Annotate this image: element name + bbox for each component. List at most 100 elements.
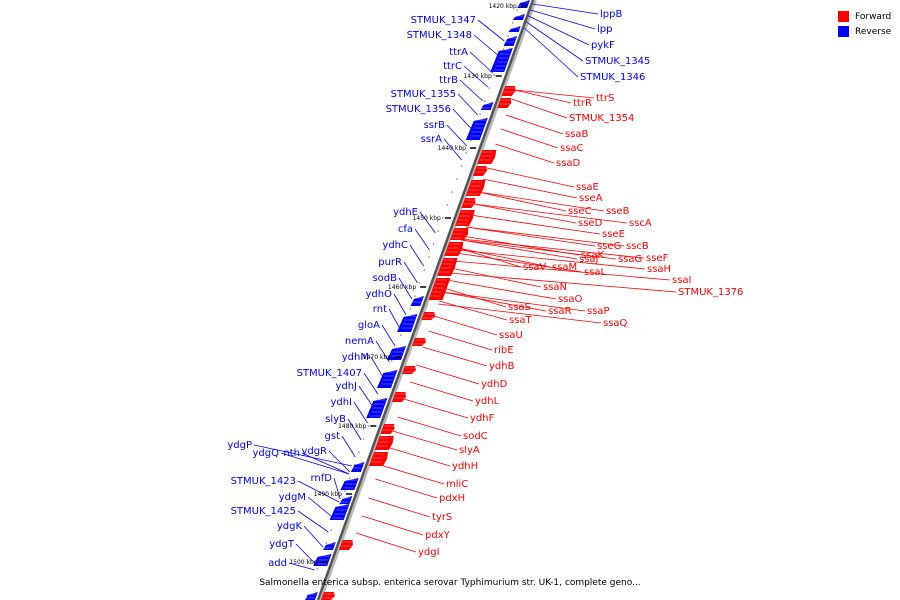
leader-line [438,303,602,324]
gene-label: STMUK_1356 [386,104,451,115]
reverse-feature-block [410,296,424,306]
forward-feature-block [391,392,406,402]
gene-label: STMUK_1423 [231,476,296,487]
backbone-dot [507,35,509,37]
gene-label: ssaB [565,129,589,140]
leader-line [477,19,505,42]
gene-label: ydhL [475,396,500,407]
forward-feature-block [461,198,476,208]
backbone-dot [484,100,486,102]
gene-label: ydgM [279,492,306,503]
gene-label: add [268,558,287,569]
forward-feature-block [374,436,394,450]
leader-line [355,532,417,553]
gene-label: ribE [494,345,514,356]
gene-label: ssaP [587,306,610,317]
gene-label: STMUK_1355 [391,89,456,100]
gene-label: STMUK_1345 [585,56,650,67]
legend-reverse-label: Reverse [855,26,892,37]
leader-line [347,418,362,441]
leader-line [473,203,628,224]
backbone-dot [451,191,454,193]
reverse-feature-block [465,118,488,140]
leader-line [368,497,431,518]
legend-forward-label: Forward [855,11,892,22]
gene-label: STMUK_1425 [231,506,296,517]
leader-line [473,34,500,57]
leader-line [450,267,542,288]
gene-label: sodB [372,273,397,284]
gene-label: ttrR [573,98,592,109]
forward-swatch [838,11,849,22]
backbone-dot [330,529,332,531]
leader-line [473,203,577,224]
leader-line [456,252,583,273]
leader-line [514,89,572,104]
gene-label: rnfD [311,473,333,484]
kbp-tick-label: 1500 kbp [289,559,317,566]
gene-label: ttrB [439,75,458,86]
gene-label: nth [283,448,300,459]
leader-line [528,15,590,46]
leader-line [341,435,356,458]
leader-line [460,239,617,260]
leader-line [442,291,586,312]
leader-line [458,247,522,268]
forward-feature-block [369,452,389,466]
backbone-dot [516,9,519,11]
gene-label: ssaG [618,254,642,265]
legend-forward: Forward [838,9,891,24]
backbone-dot [311,581,314,583]
gene-label: sseC [568,206,592,217]
leader-line [457,249,646,270]
gene-label: ydhE [393,207,418,218]
leader-line [328,450,351,473]
reverse-swatch [838,26,849,37]
leader-line [465,226,596,247]
kbp-tick-label: 1420 kbp [489,3,517,10]
backbone-dot [390,360,393,362]
leader-line [463,65,489,88]
backbone-dot [362,438,365,440]
reverse-feature-block [350,462,365,472]
reverse-feature-block [322,542,336,550]
kbp-tick-label: 1450 kbp [413,215,441,222]
gene-label: cfa [398,224,413,235]
gene-label: ssaV [523,262,547,273]
forward-feature-block [497,98,512,108]
leader-line [460,239,578,260]
genome-backbone-shadow [318,0,537,600]
leader-line [461,238,645,259]
gene-label: gst [325,431,341,442]
forward-feature-block [472,166,487,176]
leader-line [446,279,557,300]
reverse-feature-block [329,504,350,520]
leader-line [439,300,508,321]
gene-label: sscB [626,241,649,252]
forward-feature-block [338,540,353,550]
gene-label: STMUK_1354 [569,113,634,124]
leader-line [301,452,350,475]
leader-line [416,364,480,385]
leader-line [514,89,595,99]
backbone-dot [465,152,467,154]
leader-line [457,93,479,116]
kbp-tick-label: 1470 kbp [363,354,391,361]
gene-label: ydgT [269,539,295,550]
gene-label: ydhH [452,461,478,472]
leader-line [403,261,418,284]
leader-line [422,346,488,367]
gene-label: STMUK_1407 [297,368,362,379]
leader-line [363,372,379,395]
backbone-dots [306,9,519,596]
leader-line [388,308,402,331]
gene-label: ssaI [672,275,692,286]
gene-label: ssaM [552,262,577,273]
gene-label: sseF [646,253,669,264]
gene-label: ydhM [342,352,369,363]
backbone-dot [511,22,514,24]
reverse-feature-block [503,36,518,46]
leader-line [397,416,462,437]
gene-label: gloA [358,320,380,331]
forward-feature-block [444,242,464,256]
